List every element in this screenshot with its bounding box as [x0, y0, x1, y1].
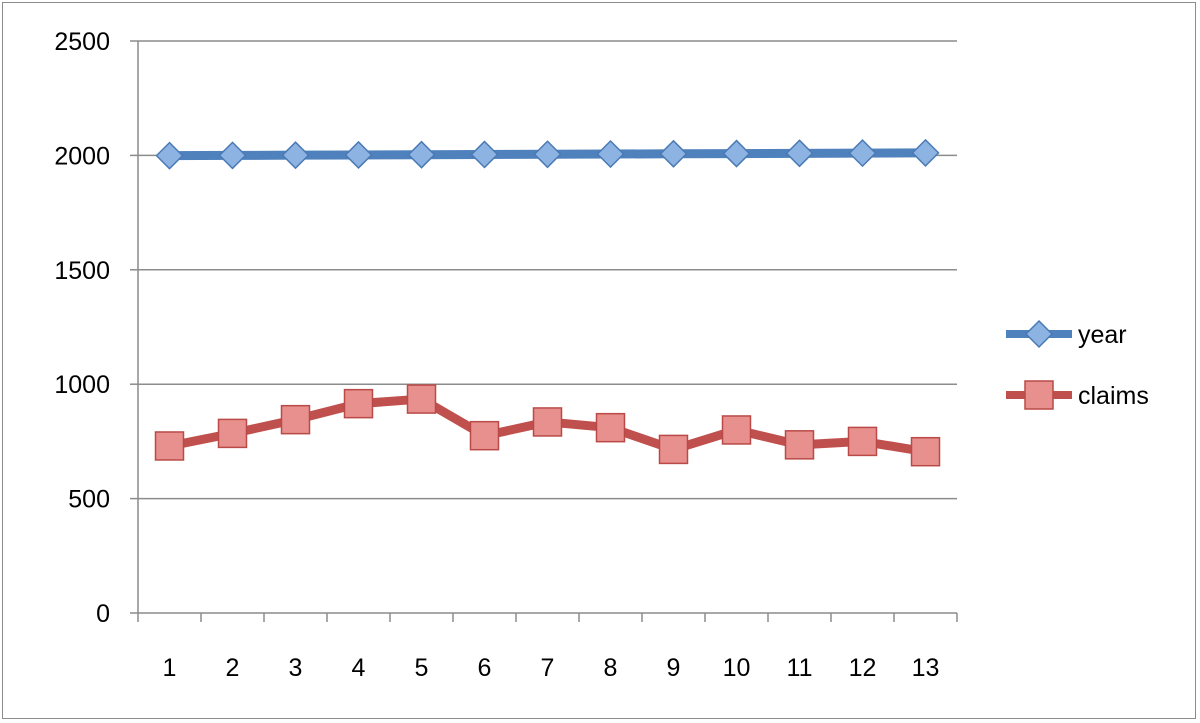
x-tick-labels: 1 2 3 4 5 6 7 8 9 10 11 12 13 — [163, 654, 940, 682]
data-point-claims — [658, 434, 689, 465]
data-point-claims — [595, 412, 626, 443]
data-point-year — [722, 139, 751, 168]
data-point-year — [155, 141, 184, 170]
series-claims — [154, 384, 941, 467]
x-tick-label: 11 — [787, 654, 813, 682]
data-point-year — [281, 141, 310, 170]
data-point-year — [659, 139, 688, 168]
data-point-claims — [469, 420, 500, 451]
series-layer — [154, 138, 941, 467]
data-point-year — [407, 140, 436, 169]
data-point-year — [470, 140, 499, 169]
y-tick-label: 500 — [68, 486, 110, 514]
x-tick-label: 8 — [604, 654, 618, 682]
x-tick-label: 13 — [912, 654, 940, 682]
data-point-claims — [280, 404, 311, 435]
x-tick-label: 6 — [478, 654, 492, 682]
legend-item-year: year — [1006, 319, 1127, 349]
gridlines — [138, 40, 957, 500]
x-tick-label: 10 — [723, 654, 751, 682]
data-point-year — [785, 139, 814, 168]
data-point-claims — [910, 436, 941, 467]
x-tick-label: 2 — [226, 654, 240, 682]
legend-item-claims: claims — [1006, 380, 1149, 410]
x-tick-label: 5 — [415, 654, 429, 682]
x-tick-label: 7 — [541, 654, 555, 682]
x-tick-label: 4 — [352, 654, 366, 682]
x-tick-label: 3 — [289, 654, 303, 682]
data-point-claims — [343, 388, 374, 419]
data-point-year — [533, 140, 562, 169]
data-point-claims — [532, 407, 563, 437]
y-tick-label: 0 — [96, 600, 110, 628]
x-tick-label: 1 — [163, 654, 177, 682]
series-year — [155, 138, 940, 170]
data-point-claims — [784, 430, 815, 460]
data-point-claims — [721, 415, 752, 445]
data-point-year — [596, 139, 625, 169]
legend-label: claims — [1078, 382, 1149, 410]
data-point-year — [911, 138, 940, 167]
data-point-claims — [847, 426, 878, 457]
legend-marker — [1024, 380, 1054, 410]
data-point-claims — [217, 418, 248, 449]
data-point-year — [344, 140, 373, 170]
data-point-year — [848, 139, 877, 168]
y-tick-labels: 0 500 1000 1500 2000 2500 — [54, 28, 110, 628]
legend-label: year — [1078, 321, 1127, 349]
y-tick-label: 2000 — [54, 142, 110, 170]
data-point-claims — [406, 384, 437, 414]
y-tick-label: 2500 — [54, 28, 110, 56]
x-tick-label: 9 — [667, 654, 681, 682]
axes — [130, 40, 958, 622]
data-point-year — [218, 141, 247, 170]
legend-marker — [1024, 319, 1054, 349]
legend: year claims — [1006, 319, 1149, 410]
y-tick-label: 1500 — [54, 257, 110, 285]
data-point-claims — [154, 431, 185, 461]
x-tick-label: 12 — [849, 654, 877, 682]
y-tick-label: 1000 — [54, 371, 110, 399]
